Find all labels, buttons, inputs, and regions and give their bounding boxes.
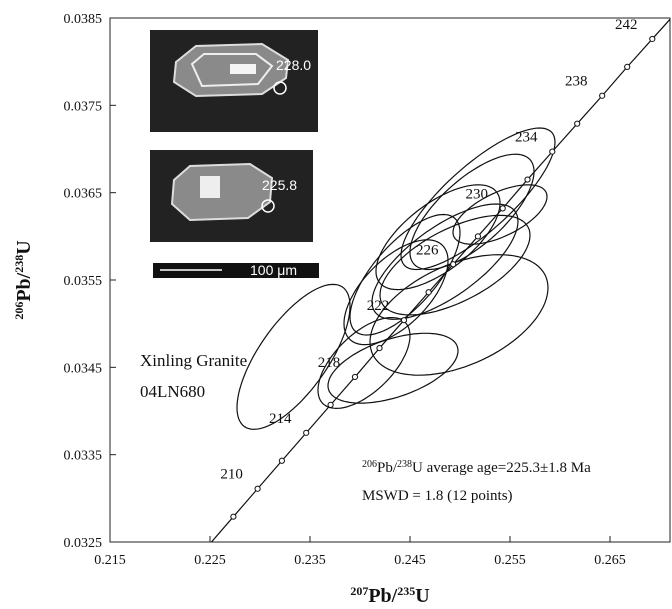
age-marker [207, 542, 212, 547]
y-tick-label: 0.0355 [64, 274, 103, 289]
x-tick-label: 0.265 [594, 553, 626, 568]
y-tick-label: 0.0385 [64, 12, 103, 27]
sup: 207 [350, 584, 368, 598]
text: U [415, 585, 429, 607]
age-label: 242 [615, 17, 638, 33]
age-marker [575, 121, 580, 126]
age-label: 234 [515, 130, 538, 146]
text: U [13, 240, 35, 254]
age-label: 210 [220, 467, 243, 483]
scale-label: 100 μm [250, 262, 297, 278]
sample-id: 04LN680 [140, 382, 205, 401]
x-tick-label: 0.225 [194, 553, 226, 568]
spot-label: 228.0 [276, 57, 311, 73]
sample-name: Xinling Granite [140, 351, 247, 370]
age-marker [625, 64, 630, 69]
age-marker [600, 93, 605, 98]
age-label: 226 [416, 242, 439, 258]
age-label: 218 [318, 355, 341, 371]
text: Pb/ [377, 460, 398, 476]
page: 228.0 225.8 100 μm Xinling Granite 04LN6… [0, 0, 672, 609]
chart: 228.0 225.8 100 μm Xinling Granite 04LN6… [0, 0, 672, 609]
text: Pb/ [13, 272, 35, 301]
age-marker [328, 402, 333, 407]
zircon-core [230, 64, 256, 74]
sup: 238 [397, 459, 412, 470]
age-label: 214 [269, 411, 292, 427]
error-ellipse [370, 255, 548, 376]
age-marker [475, 234, 480, 239]
mswd: MSWD = 1.8 (12 points) [362, 488, 513, 504]
result: 206Pb/238U average age=225.3±1.8 Ma [362, 459, 591, 476]
age-marker [255, 486, 260, 491]
sup: 206 [362, 459, 377, 470]
age-label: 238 [565, 74, 588, 90]
age-marker [304, 430, 309, 435]
y-tick-label: 0.0375 [64, 99, 103, 114]
text: U average age=225.3±1.8 Ma [412, 460, 591, 476]
y-axis-label: 206Pb/238U [12, 240, 35, 319]
inset: 228.0 225.8 100 μm [150, 30, 319, 278]
age-marker [550, 149, 555, 154]
y-tick-label: 0.0335 [64, 449, 103, 464]
age-marker [401, 318, 406, 323]
age-marker [426, 290, 431, 295]
error-ellipse [328, 333, 458, 403]
zircon-core [200, 176, 220, 198]
age-marker [500, 206, 505, 211]
y-tick-label: 0.0365 [64, 187, 103, 202]
y-tick-label: 0.0345 [64, 361, 103, 376]
sup: 235 [397, 584, 415, 598]
zircon [172, 164, 272, 220]
x-axis-label: 207Pb/235U [350, 584, 429, 607]
x-tick-label: 0.235 [294, 553, 326, 568]
age-label: 222 [367, 298, 390, 314]
y-tick-label: 0.0325 [64, 536, 103, 551]
sup: 206 [12, 302, 26, 320]
age-marker [352, 374, 357, 379]
age-marker [650, 36, 655, 41]
x-tick-label: 0.255 [494, 553, 526, 568]
text: Pb/ [368, 585, 397, 607]
age-marker [231, 514, 236, 519]
x-tick-label: 0.245 [394, 553, 426, 568]
sup: 238 [12, 255, 26, 273]
age-marker [525, 177, 530, 182]
x-tick-label: 0.215 [94, 553, 126, 568]
spot-label: 225.8 [262, 177, 297, 193]
age-marker [279, 458, 284, 463]
age-label: 230 [465, 186, 488, 202]
age-marker [451, 262, 456, 267]
age-marker [377, 346, 382, 351]
